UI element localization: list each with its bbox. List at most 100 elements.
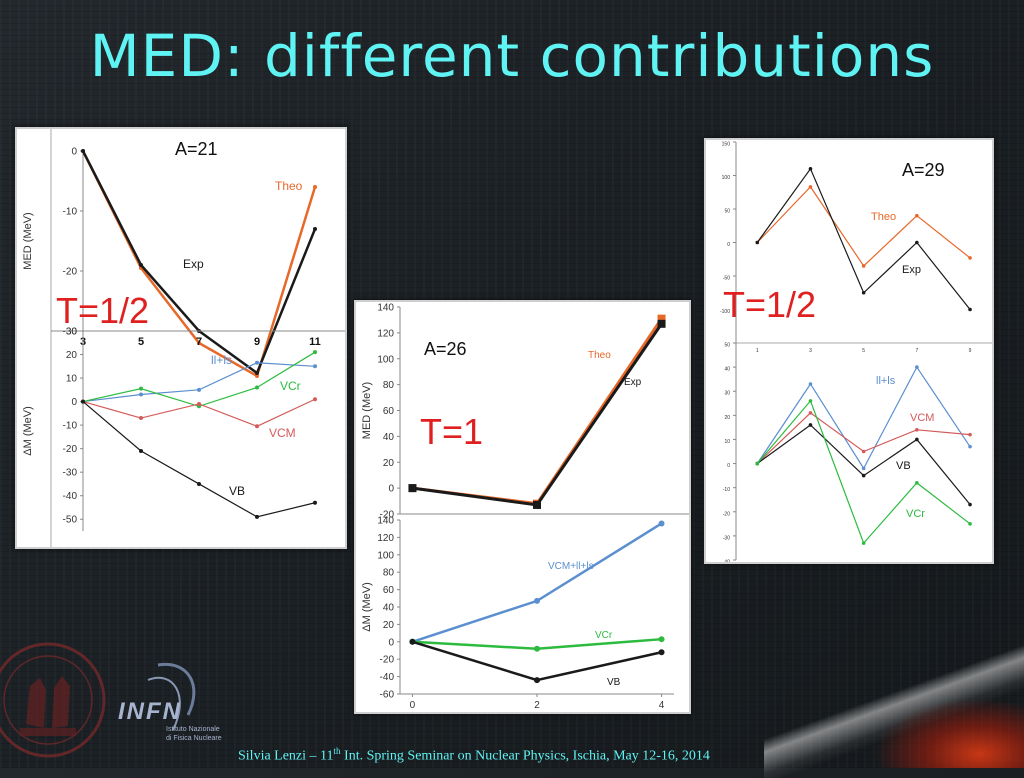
y-tick-label: -30 xyxy=(63,468,78,479)
series-label: Exp xyxy=(624,377,642,388)
data-point xyxy=(409,638,416,645)
y-tick-label: 20 xyxy=(383,458,395,469)
data-point xyxy=(313,350,317,355)
y-tick-label: 0 xyxy=(388,484,394,495)
label-t-half-a29: T=1/2 xyxy=(723,284,817,325)
y-tick-label: -30 xyxy=(63,327,78,338)
y-tick-label: 0 xyxy=(727,463,730,469)
data-point xyxy=(658,520,665,527)
y-tick-label: 100 xyxy=(722,175,731,181)
y-axis-label: ΔM (MeV) xyxy=(361,582,373,632)
data-point xyxy=(915,428,919,432)
data-point xyxy=(255,360,259,365)
data-point xyxy=(861,290,866,295)
footer-ordinal: th xyxy=(333,746,341,756)
data-point xyxy=(658,649,665,656)
data-point xyxy=(197,401,201,406)
x-tick-label: 11 xyxy=(310,129,321,132)
x-tick-label: 7 xyxy=(196,129,202,132)
y-tick-label: -40 xyxy=(380,672,395,683)
data-point xyxy=(861,264,866,268)
x-tick-label: 5 xyxy=(862,348,865,354)
y-tick-label: 30 xyxy=(724,391,730,397)
y-tick-label: -10 xyxy=(63,207,78,218)
y-tick-label: 140 xyxy=(377,303,394,314)
x-tick-label: 1 xyxy=(756,140,759,142)
label-t-half-a21: T=1/2 xyxy=(56,290,150,331)
y-tick-label: 0 xyxy=(71,147,77,158)
data-point xyxy=(657,314,666,323)
x-tick-label: 7 xyxy=(915,140,918,142)
data-point xyxy=(81,149,85,153)
y-tick-label: -50 xyxy=(723,276,730,282)
y-tick-label: 80 xyxy=(383,380,395,391)
data-point xyxy=(197,341,201,345)
y-tick-label: -50 xyxy=(63,515,78,526)
y-tick-label: 60 xyxy=(383,585,395,596)
series-label: VB xyxy=(229,484,245,498)
series-label: Theo xyxy=(871,211,896,223)
y-tick-label: 10 xyxy=(724,439,730,445)
series-label: VCr xyxy=(595,630,613,641)
data-point xyxy=(255,514,259,519)
y-tick-label: -20 xyxy=(723,511,730,517)
y-tick-label: 150 xyxy=(722,142,731,148)
series-label: VB xyxy=(896,460,911,472)
data-point xyxy=(808,382,813,386)
y-tick-label: 120 xyxy=(377,533,394,544)
series-label: VCr xyxy=(280,379,301,393)
series-line-vcm xyxy=(756,412,971,464)
data-point xyxy=(755,461,760,466)
y-axis-label: MED (MeV) xyxy=(361,382,373,439)
slide-footer: Silvia Lenzi – 11th Int. Spring Seminar … xyxy=(238,746,710,765)
x-tick-label: 11 xyxy=(309,336,321,348)
x-tick-label: 1 xyxy=(756,348,759,354)
series-label: Theo xyxy=(588,350,611,361)
infn-logo-subtitle-2: di Fisica Nucleare xyxy=(166,735,222,742)
chart-a21-svg: 0 -10 -20 -30 MED (MeV) A=21 Theo Exp 3 5 7 9 11 30 20… xyxy=(22,121,345,547)
data-point xyxy=(658,636,665,643)
y-tick-label: 20 xyxy=(383,620,395,631)
y-tick-label: 20 xyxy=(724,415,730,421)
series-label: VB xyxy=(607,677,621,688)
y-tick-label: -20 xyxy=(63,444,78,455)
data-point xyxy=(313,364,317,369)
data-point xyxy=(915,481,919,485)
series-label: Exp xyxy=(902,264,921,276)
data-point xyxy=(808,185,813,189)
y-tick-label: -20 xyxy=(63,267,78,278)
data-point xyxy=(197,387,201,392)
data-point xyxy=(808,167,813,171)
y-axis-label: MED (MeV) xyxy=(22,212,34,269)
series-line-vcm-ll-ls xyxy=(412,522,663,643)
x-tick-label: 2 xyxy=(534,700,540,711)
series-label: ll+ls xyxy=(876,375,896,387)
series-label: Theo xyxy=(275,179,303,193)
y-tick-label: 0 xyxy=(388,637,394,648)
y-tick-label: 0 xyxy=(727,242,730,248)
y-tick-label: -100 xyxy=(720,309,730,315)
data-point xyxy=(534,645,540,652)
chart-title: A=21 xyxy=(175,139,218,159)
x-tick-label: 7 xyxy=(196,336,202,348)
infn-logo-mark xyxy=(147,662,196,731)
x-tick-label: 9 xyxy=(969,140,972,142)
y-tick-label: -60 xyxy=(380,690,395,701)
data-point xyxy=(313,227,317,231)
data-point xyxy=(915,213,919,218)
x-tick-label: 9 xyxy=(254,336,260,348)
data-point xyxy=(861,473,866,478)
data-point xyxy=(313,185,317,189)
infn-logo-text: INFN xyxy=(118,698,182,725)
x-tick-label: 4 xyxy=(659,700,665,711)
y-tick-label: 40 xyxy=(383,432,395,443)
footer-event: Int. Spring Seminar on Nuclear Physics, … xyxy=(340,748,710,764)
data-point xyxy=(808,411,813,415)
data-point xyxy=(755,240,760,245)
data-point xyxy=(255,385,259,390)
x-tick-label: 5 xyxy=(138,336,144,348)
data-point xyxy=(534,677,540,684)
data-point xyxy=(255,371,259,375)
data-point xyxy=(534,597,540,604)
